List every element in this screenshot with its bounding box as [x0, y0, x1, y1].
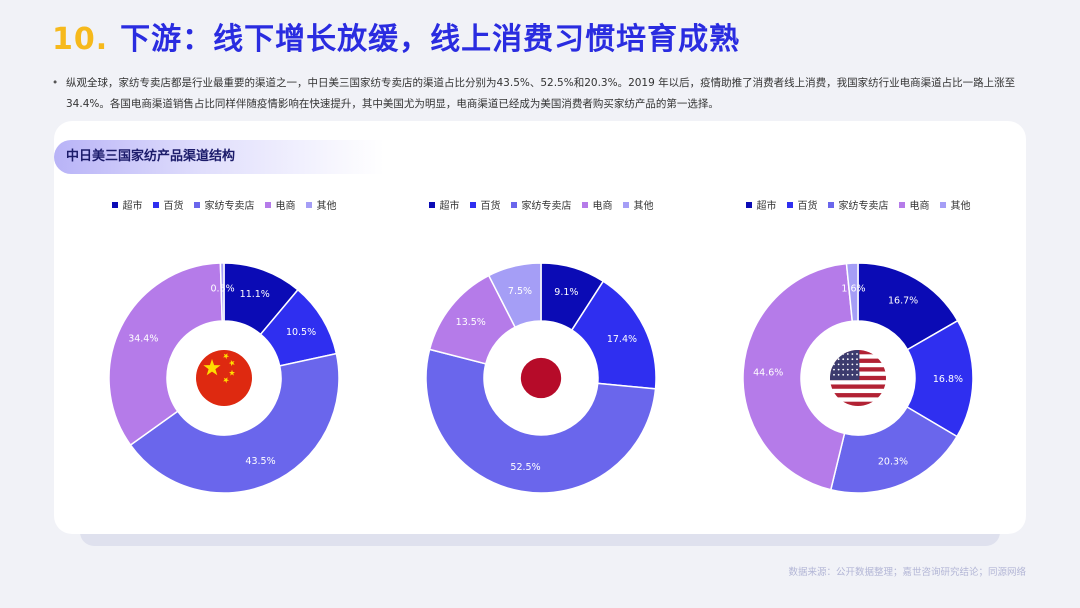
legend-item: 其他	[622, 197, 654, 212]
page-title: 10. 下游：线下增长放缓，线上消费习惯培育成熟	[52, 14, 740, 58]
slice-label: 0.5%	[211, 284, 235, 295]
card-shadow	[80, 532, 1000, 546]
donut-chart-china: 11.1% 10.5% 43.5% 34.4% 0.5% 超市 百货 家纺专卖店 电商 其他	[66, 191, 382, 521]
slice-label: 16.7%	[888, 296, 918, 307]
legend-item: 家纺专卖店	[193, 197, 255, 212]
legend-swatch	[264, 201, 271, 208]
legend-label: 百货	[163, 201, 184, 212]
legend-item: 超市	[428, 197, 460, 212]
legend-label: 百货	[480, 201, 501, 212]
slice-label: 1.6%	[841, 284, 865, 295]
donut-slice	[108, 262, 223, 447]
chart-legend: 超市 百货 家纺专卖店 电商 其他	[66, 197, 382, 212]
legend-swatch	[152, 201, 159, 208]
summary-bullet: • 纵观全球，家纺专卖店都是行业最重要的渠道之一，中日美三国家纺专卖店的渠道占比…	[52, 73, 1037, 115]
legend-label: 超市	[122, 201, 143, 212]
legend-label: 超市	[756, 201, 777, 212]
legend-swatch	[827, 201, 834, 208]
slice-label: 34.4%	[128, 334, 158, 345]
donut-chart-japan: 9.1% 17.4% 52.5% 13.5% 7.5% 超市 百货 家纺专卖店 电商 其他	[383, 191, 699, 521]
legend-swatch	[745, 201, 752, 208]
legend-item: 家纺专卖店	[510, 197, 572, 212]
legend-swatch	[898, 201, 905, 208]
title-number: 10.	[52, 22, 109, 57]
japan-flag-icon	[520, 357, 562, 399]
legend-swatch	[305, 201, 312, 208]
slice-label: 17.4%	[607, 334, 637, 345]
legend-swatch	[622, 201, 629, 208]
title-text: 下游：线下增长放缓，线上消费习惯培育成熟	[120, 22, 741, 57]
legend-swatch	[581, 201, 588, 208]
legend-item: 百货	[152, 197, 184, 212]
legend-label: 电商	[275, 201, 296, 212]
legend-swatch	[193, 201, 200, 208]
card-title: 中日美三国家纺产品渠道结构	[66, 149, 236, 164]
donut-chart-usa: 16.7% 16.8% 20.3% 44.6% 1.6% 超市 百货 家纺专卖店 电商 其他	[700, 191, 1016, 521]
bullet-dot-icon: •	[52, 77, 59, 89]
legend-item: 电商	[581, 197, 613, 212]
legend-swatch	[469, 201, 476, 208]
legend-item: 其他	[305, 197, 337, 212]
legend-label: 电商	[909, 201, 930, 212]
slice-label: 10.5%	[286, 327, 316, 338]
legend-item: 电商	[898, 197, 930, 212]
slice-label: 52.5%	[510, 462, 540, 473]
legend-item: 百货	[469, 197, 501, 212]
summary-text: 纵观全球，家纺专卖店都是行业最重要的渠道之一，中日美三国家纺专卖店的渠道占比分别…	[66, 77, 1016, 110]
legend-label: 家纺专卖店	[521, 201, 572, 212]
legend-label: 家纺专卖店	[838, 201, 889, 212]
china-flag-icon	[196, 350, 252, 406]
legend-item: 超市	[745, 197, 777, 212]
legend-label: 超市	[439, 201, 460, 212]
legend-swatch	[786, 201, 793, 208]
legend-item: 其他	[939, 197, 971, 212]
slice-label: 16.8%	[933, 374, 963, 385]
legend-label: 其他	[950, 201, 971, 212]
card-header: 中日美三国家纺产品渠道结构	[54, 140, 384, 174]
chart-legend: 超市 百货 家纺专卖店 电商 其他	[700, 197, 1016, 212]
legend-label: 百货	[797, 201, 818, 212]
legend-swatch	[939, 201, 946, 208]
legend-item: 超市	[111, 197, 143, 212]
chart-legend: 超市 百货 家纺专卖店 电商 其他	[383, 197, 699, 212]
legend-label: 家纺专卖店	[204, 201, 255, 212]
chart-card: 中日美三国家纺产品渠道结构 11.1% 10.5% 43.5% 34.4% 0.5% 超市…	[54, 121, 1026, 534]
slice-label: 9.1%	[554, 287, 578, 298]
usa-flag-icon	[830, 350, 886, 406]
legend-label: 其他	[633, 201, 654, 212]
slice-label: 11.1%	[240, 289, 270, 300]
slice-label: 43.5%	[245, 456, 275, 467]
legend-item: 电商	[264, 197, 296, 212]
legend-swatch	[111, 201, 118, 208]
legend-label: 电商	[592, 201, 613, 212]
slice-label: 20.3%	[878, 456, 908, 467]
legend-swatch	[428, 201, 435, 208]
legend-item: 家纺专卖店	[827, 197, 889, 212]
slice-label: 44.6%	[753, 367, 783, 378]
legend-item: 百货	[786, 197, 818, 212]
source-footer: 数据来源：公开数据整理；嘉世咨询研究结论；同源网络	[788, 567, 1026, 578]
slice-label: 13.5%	[456, 317, 486, 328]
legend-swatch	[510, 201, 517, 208]
slice-label: 7.5%	[508, 286, 532, 297]
legend-label: 其他	[316, 201, 337, 212]
